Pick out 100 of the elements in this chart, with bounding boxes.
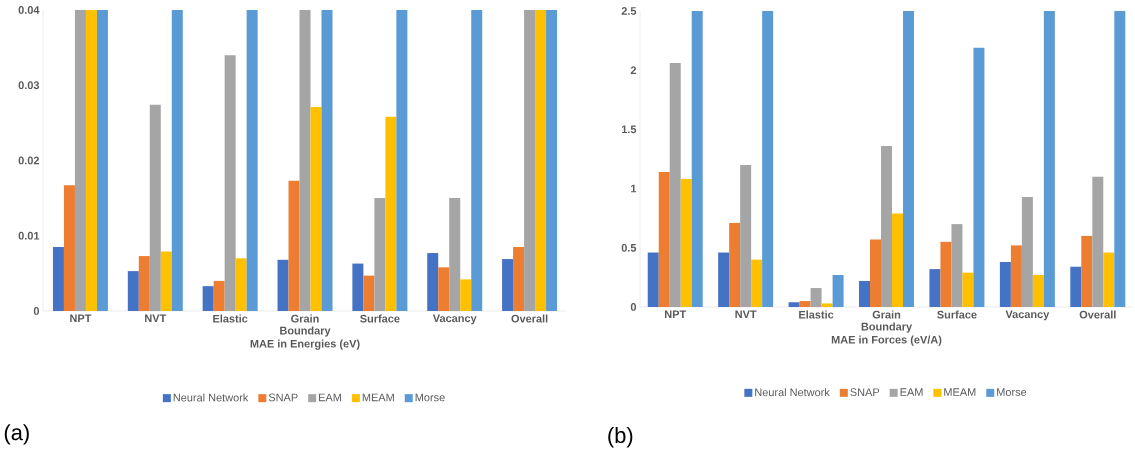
y-tick-label: 2: [630, 66, 637, 75]
bar: [940, 241, 952, 307]
y-tick-label: 0.04: [18, 6, 40, 14]
y-tick-label: 0.03: [18, 81, 40, 90]
bar: [288, 180, 300, 311]
bar: [449, 198, 461, 311]
bar: [299, 9, 311, 311]
bar: [460, 279, 472, 311]
y-tick-label: 0: [630, 303, 637, 311]
x-tick-label: Overall: [511, 314, 548, 323]
bar: [52, 247, 64, 311]
bar: [832, 275, 844, 307]
bar: [513, 247, 525, 311]
legend-label: EAM: [319, 393, 341, 402]
bar: [202, 286, 214, 311]
x-tick-label: Grain Boundary: [861, 310, 913, 333]
bar: [224, 55, 236, 311]
x-tick-label: Vacancy: [432, 314, 477, 325]
x-axis-title: MAE in Energies (eV): [250, 339, 360, 350]
bar: [962, 272, 974, 307]
x-tick-label: Overall: [1079, 310, 1116, 319]
bar: [658, 172, 670, 307]
y-tick-label: 2.5: [621, 7, 637, 15]
bar: [881, 145, 893, 307]
bar: [929, 269, 941, 307]
bar: [810, 288, 822, 307]
bar: [524, 9, 536, 311]
x-tick-label: Elastic: [213, 314, 248, 323]
text: (b): [608, 427, 633, 448]
x-tick-label: NVT: [735, 310, 757, 319]
bar: [669, 63, 681, 307]
legend-label: Morse: [415, 393, 445, 402]
bar: [1081, 235, 1093, 307]
y-tick-label: 0.5: [621, 243, 637, 252]
bar: [1032, 275, 1044, 307]
bar: [502, 259, 514, 311]
bar: [999, 261, 1011, 307]
bar: [788, 302, 800, 307]
bar: [246, 9, 258, 311]
bar: [1092, 176, 1104, 307]
bar: [762, 10, 774, 307]
bar: [321, 9, 333, 311]
bar: [138, 256, 150, 311]
bar: [235, 258, 247, 311]
y-tick-label: 0: [33, 307, 40, 315]
x-tick-label: Surface: [937, 310, 977, 319]
bar: [63, 185, 75, 311]
bar: [277, 259, 289, 311]
bar: [160, 251, 172, 311]
bar: [96, 9, 108, 311]
bar: [751, 259, 763, 307]
bar: [363, 275, 375, 311]
bar: [535, 9, 547, 311]
bar: [647, 252, 659, 307]
bar: [718, 252, 730, 307]
legend-label: SNAP: [850, 388, 880, 397]
x-tick-label: Vacancy: [1005, 310, 1050, 321]
bar: [729, 222, 741, 307]
y-tick-label: 1.5: [621, 125, 637, 134]
bar: [691, 10, 703, 307]
bar: [127, 271, 139, 311]
bar: [213, 280, 225, 311]
x-axis-title: MAE in Forces (eV/A): [831, 335, 942, 346]
bar: [903, 10, 915, 307]
x-tick-label: Elastic: [799, 310, 834, 319]
y-tick-label: 1: [631, 184, 637, 193]
bar: [892, 213, 904, 307]
bar: [471, 9, 483, 311]
y-tick-label: 0.02: [18, 156, 40, 165]
x-tick-label: NPT: [70, 314, 92, 323]
bar: [799, 301, 811, 307]
bar: [680, 179, 692, 307]
bar: [310, 107, 322, 311]
bar: [149, 104, 161, 311]
bar: [352, 263, 364, 311]
bar: [85, 9, 97, 311]
bar: [171, 9, 183, 311]
legend-label: Neural Network: [755, 388, 830, 397]
legend-label: SNAP: [268, 393, 298, 402]
x-tick-label: NVT: [145, 314, 167, 323]
text: (a): [4, 424, 29, 445]
bar: [870, 239, 882, 307]
bar: [859, 280, 871, 307]
bar: [74, 9, 86, 311]
bar: [1010, 245, 1022, 307]
bar: [385, 116, 397, 311]
bar: [973, 47, 985, 307]
legend-label: Neural Network: [173, 393, 249, 402]
legend-label: MEAM: [944, 388, 976, 396]
bar: [374, 198, 386, 311]
x-tick-label: Surface: [360, 314, 400, 323]
legend-label: Morse: [997, 388, 1027, 396]
bar: [821, 303, 833, 307]
legend-label: MEAM: [362, 393, 394, 402]
x-tick-label: Grain Boundary: [280, 314, 331, 337]
bar: [427, 253, 439, 311]
bar: [1070, 266, 1082, 307]
x-tick-label: NPT: [665, 310, 687, 319]
bar: [396, 9, 408, 311]
bar: [1021, 196, 1033, 307]
